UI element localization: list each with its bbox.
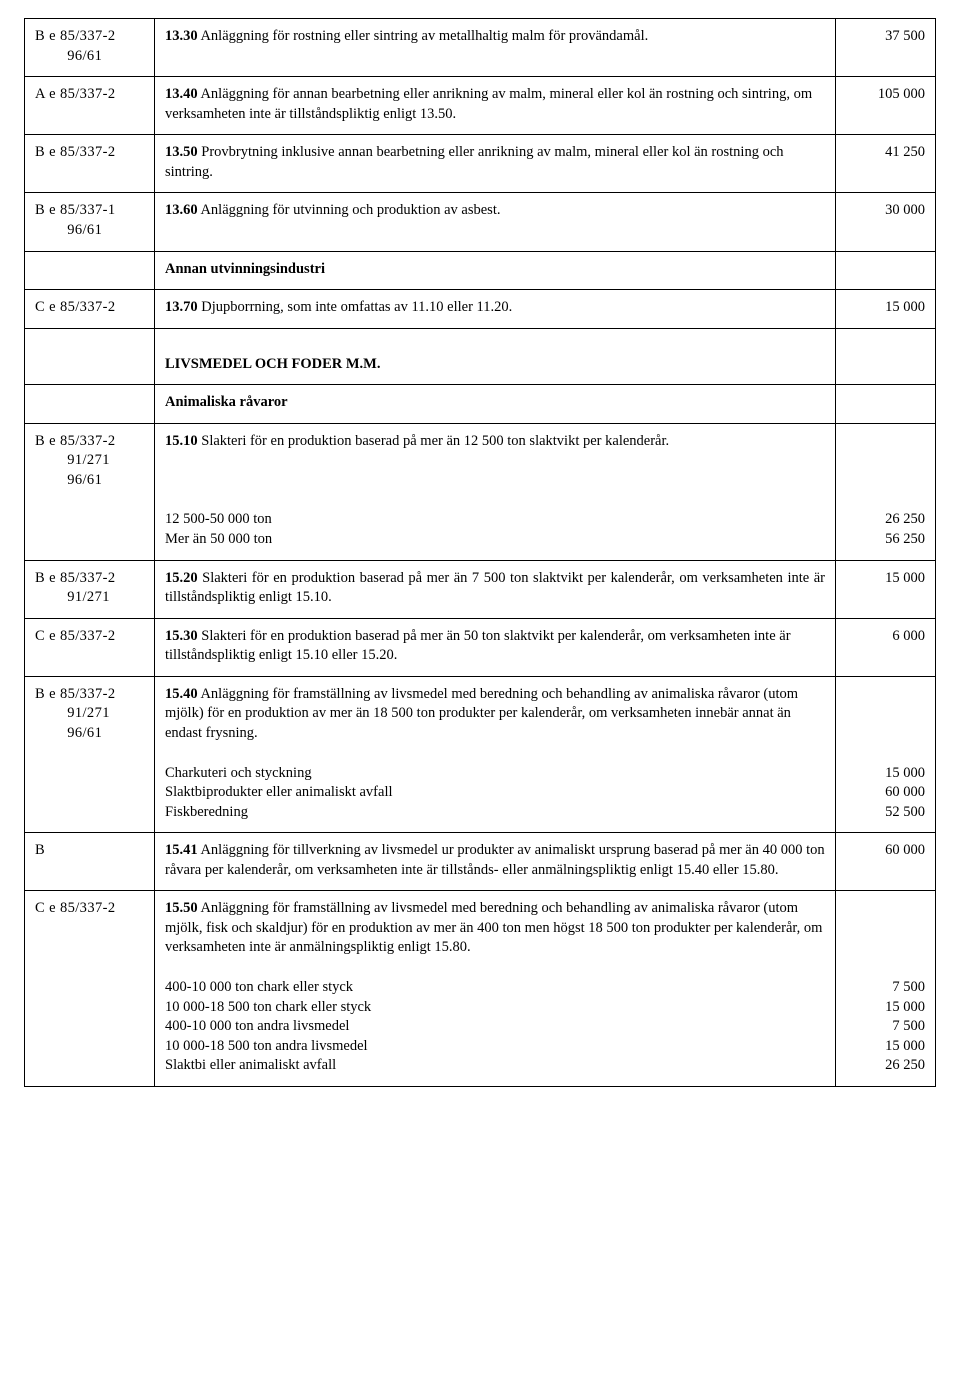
row-value: 30 000 <box>836 193 936 251</box>
table-row: B e 85/337-2 91/27115.20 Slakteri för en… <box>25 560 936 618</box>
row-value <box>836 385 936 424</box>
row-value <box>836 891 936 968</box>
row-code: B e 85/337-2 91/271 <box>25 560 155 618</box>
row-description: 15.41 Anläggning för tillverkning av liv… <box>155 833 836 891</box>
row-description: 13.50 Provbrytning inklusive annan bearb… <box>155 135 836 193</box>
table-row: C e 85/337-215.30 Slakteri för en produk… <box>25 618 936 676</box>
table-row: B e 85/337-2 96/6113.30 Anläggning för r… <box>25 19 936 77</box>
row-code: B <box>25 833 155 891</box>
table-row: Annan utvinningsindustri <box>25 251 936 290</box>
table-row: Charkuteri och styckningSlaktbiprodukter… <box>25 754 936 833</box>
row-description: 13.40 Anläggning för annan bearbetning e… <box>155 77 836 135</box>
row-code: B e 85/337-2 <box>25 135 155 193</box>
row-sub-value: 7 50015 0007 50015 00026 250 <box>836 968 936 1086</box>
row-value <box>836 328 936 385</box>
table-row: B15.41 Anläggning för tillverkning av li… <box>25 833 936 891</box>
row-value: 60 000 <box>836 833 936 891</box>
row-sub-value: 26 25056 250 <box>836 500 936 560</box>
row-value: 15 000 <box>836 560 936 618</box>
table-row: 12 500-50 000 tonMer än 50 000 ton26 250… <box>25 500 936 560</box>
table-row: Animaliska råvaror <box>25 385 936 424</box>
row-value <box>836 251 936 290</box>
row-code: C e 85/337-2 <box>25 290 155 329</box>
row-description: 13.60 Anläggning för utvinning och produ… <box>155 193 836 251</box>
row-code: B e 85/337-2 91/271 96/61 <box>25 423 155 500</box>
row-value <box>836 423 936 500</box>
table-row: B e 85/337-2 91/271 96/6115.10 Slakteri … <box>25 423 936 500</box>
row-description: 15.10 Slakteri för en produktion baserad… <box>155 423 836 500</box>
row-code <box>25 328 155 385</box>
row-sub-description: Charkuteri och styckningSlaktbiprodukter… <box>155 754 836 833</box>
section-heading: LIVSMEDEL OCH FODER M.M. <box>155 328 836 385</box>
row-value: 37 500 <box>836 19 936 77</box>
row-value: 105 000 <box>836 77 936 135</box>
table-row: B e 85/337-1 96/6113.60 Anläggning för u… <box>25 193 936 251</box>
section-heading: Animaliska råvaror <box>155 385 836 424</box>
row-code: C e 85/337-2 <box>25 618 155 676</box>
row-value: 6 000 <box>836 618 936 676</box>
row-description: 15.30 Slakteri för en produktion baserad… <box>155 618 836 676</box>
row-code <box>25 968 155 1086</box>
row-code <box>25 754 155 833</box>
row-code: B e 85/337-2 96/61 <box>25 19 155 77</box>
table-row: A e 85/337-213.40 Anläggning för annan b… <box>25 77 936 135</box>
row-code: A e 85/337-2 <box>25 77 155 135</box>
table-row: C e 85/337-213.70 Djupborrning, som inte… <box>25 290 936 329</box>
row-description: 15.20 Slakteri för en produktion baserad… <box>155 560 836 618</box>
row-sub-description: 400-10 000 ton chark eller styck10 000-1… <box>155 968 836 1086</box>
row-code: B e 85/337-2 91/271 96/61 <box>25 676 155 753</box>
row-description: 15.50 Anläggning för framställning av li… <box>155 891 836 968</box>
row-value: 41 250 <box>836 135 936 193</box>
row-value <box>836 676 936 753</box>
table-row: B e 85/337-213.50 Provbrytning inklusive… <box>25 135 936 193</box>
table-row: LIVSMEDEL OCH FODER M.M. <box>25 328 936 385</box>
row-description: 13.70 Djupborrning, som inte omfattas av… <box>155 290 836 329</box>
row-code: B e 85/337-1 96/61 <box>25 193 155 251</box>
regulation-table: B e 85/337-2 96/6113.30 Anläggning för r… <box>24 18 936 1087</box>
row-code <box>25 385 155 424</box>
row-description: 15.40 Anläggning för framställning av li… <box>155 676 836 753</box>
table-row: C e 85/337-215.50 Anläggning för framstä… <box>25 891 936 968</box>
row-sub-description: 12 500-50 000 tonMer än 50 000 ton <box>155 500 836 560</box>
row-value: 15 000 <box>836 290 936 329</box>
row-code <box>25 500 155 560</box>
section-heading: Annan utvinningsindustri <box>155 251 836 290</box>
table-row: B e 85/337-2 91/271 96/6115.40 Anläggnin… <box>25 676 936 753</box>
row-code <box>25 251 155 290</box>
row-description: 13.30 Anläggning för rostning eller sint… <box>155 19 836 77</box>
table-row: 400-10 000 ton chark eller styck10 000-1… <box>25 968 936 1086</box>
row-sub-value: 15 00060 00052 500 <box>836 754 936 833</box>
row-code: C e 85/337-2 <box>25 891 155 968</box>
